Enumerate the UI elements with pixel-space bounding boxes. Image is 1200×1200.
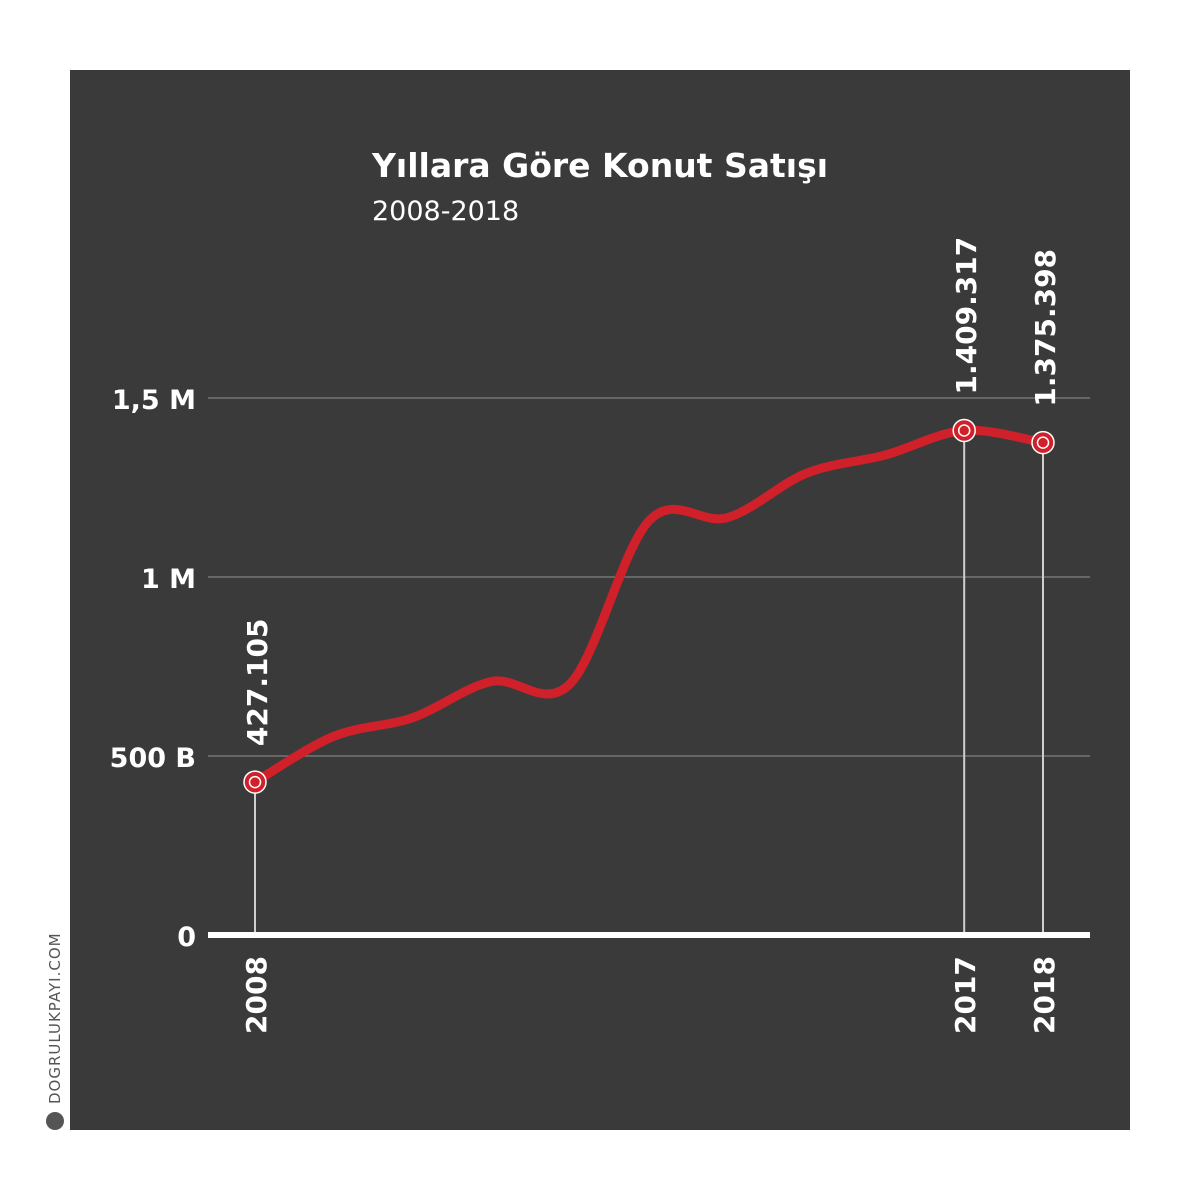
logo-icon — [46, 1112, 64, 1130]
x-tick-label: 2017 — [949, 956, 982, 1034]
series-line — [250, 425, 1048, 787]
y-tick-label: 1 M — [141, 564, 196, 595]
data-point-marker-inner — [248, 775, 262, 789]
data-label: 427.105 — [241, 619, 274, 747]
data-point-marker-inner — [957, 424, 971, 437]
chart-card — [70, 70, 1130, 1130]
chart-subtitle: 2008-2018 — [372, 196, 520, 227]
data-point-marker — [1031, 430, 1055, 455]
data-label: 1.375.398 — [1029, 249, 1062, 407]
data-label: 1.409.317 — [950, 237, 983, 395]
data-point-marker — [243, 770, 267, 794]
x-tick-label: 2018 — [1028, 956, 1061, 1034]
data-point-marker-inner — [1036, 436, 1050, 449]
watermark-text: DOGRULUKPAYI.COM — [46, 932, 64, 1104]
y-tick-label: 500 B — [110, 743, 196, 774]
chart-title: Yıllara Göre Konut Satışı — [372, 146, 829, 185]
watermark: DOGRULUKPAYI.COM — [46, 932, 64, 1130]
data-point-marker — [952, 418, 976, 443]
x-tick-label: 2008 — [240, 956, 273, 1034]
y-tick-label: 1,5 M — [112, 385, 196, 416]
y-tick-label: 0 — [177, 922, 196, 953]
